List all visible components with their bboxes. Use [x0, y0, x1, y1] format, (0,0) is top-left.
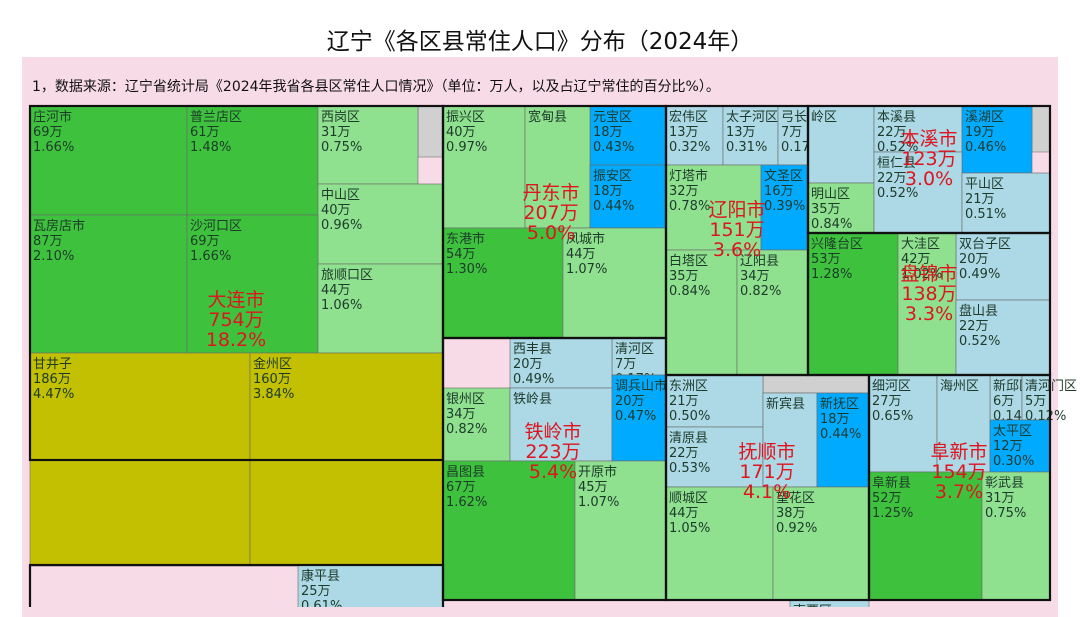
chart-panel: [22, 57, 1058, 617]
page-title: 辽宁《各区县常住人口》分布（2024年）: [326, 29, 754, 55]
source-note: 1，数据来源：辽宁省统计局《2024年我省各县区常住人口情况》（单位：万人，以及…: [32, 79, 720, 95]
